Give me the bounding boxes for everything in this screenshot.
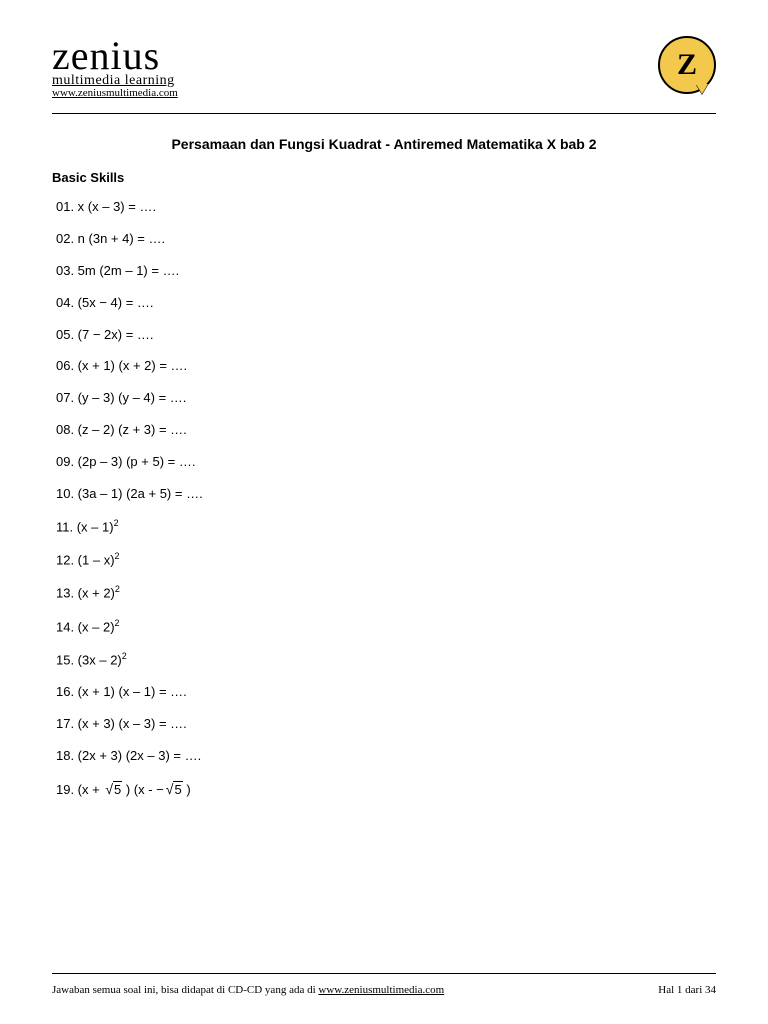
problem-item: 14. (x – 2)2 xyxy=(56,618,716,636)
footer-note: Jawaban semua soal ini, bisa didapat di … xyxy=(52,984,444,996)
problem-item: 19. (x + 5 ) (x - −5 ) xyxy=(56,780,716,799)
logo-subtitle: multimedia learning xyxy=(52,74,178,88)
logo-title: zenius xyxy=(52,36,178,76)
footer: Jawaban semua soal ini, bisa didapat di … xyxy=(52,973,716,996)
header-link[interactable]: www.zeniusmultimedia.com xyxy=(52,88,178,99)
footer-link[interactable]: www.zeniusmultimedia.com xyxy=(318,984,444,996)
problem-item: 04. (5x − 4) = …. xyxy=(56,295,716,312)
zenius-icon: Z xyxy=(658,36,716,94)
header: zenius multimedia learning www.zeniusmul… xyxy=(52,36,716,114)
problem-item: 03. 5m (2m – 1) = …. xyxy=(56,263,716,280)
problem-item: 15. (3x – 2)2 xyxy=(56,651,716,669)
problems-list: 01. x (x – 3) = …. 02. n (3n + 4) = …. 03.… xyxy=(52,199,716,799)
logo-block: zenius multimedia learning www.zeniusmul… xyxy=(52,36,178,99)
problem-item: 01. x (x – 3) = …. xyxy=(56,199,716,216)
icon-letter: Z xyxy=(677,48,697,82)
problem-item: 16. (x + 1) (x – 1) = …. xyxy=(56,684,716,701)
problem-item: 07. (y – 3) (y – 4) = …. xyxy=(56,390,716,407)
problem-item: 08. (z – 2) (z + 3) = …. xyxy=(56,422,716,439)
problem-item: 10. (3a – 1) (2a + 5) = …. xyxy=(56,486,716,503)
problem-item: 09. (2p – 3) (p + 5) = …. xyxy=(56,454,716,471)
problem-item: 12. (1 – x)2 xyxy=(56,551,716,569)
problem-item: 05. (7 − 2x) = …. xyxy=(56,327,716,344)
problem-item: 18. (2x + 3) (2x – 3) = …. xyxy=(56,748,716,765)
page-title: Persamaan dan Fungsi Kuadrat - Antiremed… xyxy=(52,136,716,152)
problem-item: 11. (x – 1)2 xyxy=(56,518,716,536)
section-heading: Basic Skills xyxy=(52,170,716,185)
footer-text: Jawaban semua soal ini, bisa didapat di … xyxy=(52,984,318,996)
page-indicator: Hal 1 dari 34 xyxy=(658,984,716,996)
problem-item: 13. (x + 2)2 xyxy=(56,584,716,602)
problem-item: 17. (x + 3) (x – 3) = …. xyxy=(56,716,716,733)
problem-item: 02. n (3n + 4) = …. xyxy=(56,231,716,248)
problem-item: 06. (x + 1) (x + 2) = …. xyxy=(56,358,716,375)
